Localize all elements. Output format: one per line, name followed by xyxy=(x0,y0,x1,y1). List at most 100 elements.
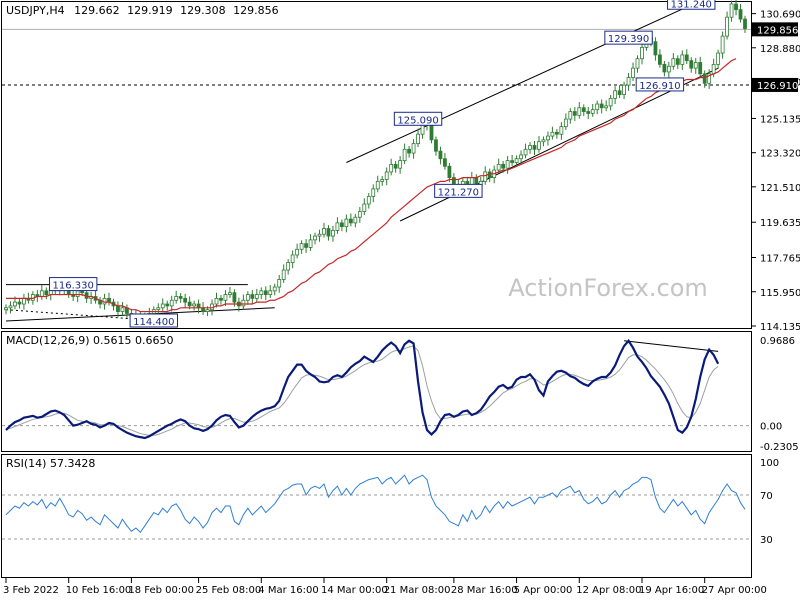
candle-body xyxy=(707,73,712,84)
macd-y-tick-label: 0.9686 xyxy=(760,336,795,347)
candle-body xyxy=(335,222,340,231)
price-label: 121.270 xyxy=(438,187,479,198)
price-label-box xyxy=(393,111,443,126)
candle-body xyxy=(626,77,631,86)
rsi-y-tick-label: 70 xyxy=(760,491,773,502)
rsi-y-tick-label: 100 xyxy=(760,458,779,469)
candle-body xyxy=(290,254,295,263)
candle-body xyxy=(362,203,367,212)
candle-body xyxy=(608,97,613,107)
candle-body xyxy=(286,262,291,271)
candle-body xyxy=(532,145,537,150)
moving-average-line xyxy=(6,58,737,313)
candle-body xyxy=(183,297,188,303)
candle-body xyxy=(389,163,394,173)
candle-body xyxy=(357,211,362,218)
marked-level-label: 126.910 xyxy=(757,81,798,92)
price-label: 126.910 xyxy=(639,81,680,92)
candle-body xyxy=(514,158,519,163)
price-y-tick-label: 114.135 xyxy=(760,322,800,333)
macd-y-tick-label: 0.00 xyxy=(760,422,782,433)
candle-body xyxy=(743,18,747,29)
candle-body xyxy=(604,105,609,109)
candle-body xyxy=(353,216,358,224)
candle-body xyxy=(214,297,219,305)
candle-body xyxy=(622,84,626,95)
candle-body xyxy=(563,118,568,128)
candle-body xyxy=(228,292,232,295)
candle-body xyxy=(326,228,331,237)
candle-body xyxy=(75,290,80,297)
price-y-tick-label: 123.320 xyxy=(760,149,800,160)
price-label-box xyxy=(604,30,653,45)
macd-panel-frame xyxy=(1,331,752,452)
candle-body xyxy=(689,60,694,69)
candle-body xyxy=(277,279,282,288)
candle-body xyxy=(501,163,506,169)
candle-body xyxy=(738,9,743,20)
candle-body xyxy=(375,180,380,190)
candle-body xyxy=(528,145,532,150)
x-tick-label: 3 Feb 2022 xyxy=(3,585,59,596)
price-y-tick-label: 117.765 xyxy=(760,254,800,265)
x-tick-label: 19 Apr 16:00 xyxy=(639,585,704,596)
candle-body xyxy=(366,196,371,205)
candle-body xyxy=(160,303,165,309)
x-tick-label: 4 Mar 16:00 xyxy=(258,585,318,596)
price-y-tick-label: 125.135 xyxy=(760,114,800,125)
lines-layer xyxy=(5,58,746,534)
candle-body xyxy=(268,290,273,295)
candle-body xyxy=(725,16,729,37)
candle-body xyxy=(702,73,707,84)
macd-divergence-line xyxy=(624,340,719,352)
price-label: 131.240 xyxy=(671,0,712,10)
macd-y-tick-label: -0.2305 xyxy=(760,442,799,453)
candle-body xyxy=(272,286,277,292)
candle-body xyxy=(116,305,120,312)
candle-body xyxy=(39,290,44,297)
rsi-y-tick-label: 30 xyxy=(760,535,773,546)
macd-panel-title: MACD(12,26,9) 0.5615 0.6650 xyxy=(6,334,174,347)
candle-body xyxy=(178,296,183,299)
candle-body xyxy=(156,307,161,311)
x-tick-label: 5 Apr 00:00 xyxy=(514,585,573,596)
candle-body xyxy=(4,307,8,311)
candle-body xyxy=(259,290,264,295)
candle-body xyxy=(698,62,703,75)
ohlc-low: 129.308 xyxy=(180,4,226,17)
candle-body xyxy=(662,63,667,73)
candle-body xyxy=(577,107,582,116)
macd-line xyxy=(5,338,720,440)
candle-body xyxy=(554,131,559,135)
candle-body xyxy=(631,67,635,78)
candle-body xyxy=(317,233,322,237)
candle-body xyxy=(541,139,546,143)
candle-body xyxy=(192,303,197,307)
candle-body xyxy=(550,131,555,137)
candle-body xyxy=(617,90,622,95)
candle-body xyxy=(519,154,523,160)
candle-body xyxy=(245,294,250,301)
candle-body xyxy=(13,301,17,307)
price-label-box xyxy=(129,313,179,328)
x-tick-label: 10 Feb 16:00 xyxy=(66,585,132,596)
candle-body xyxy=(308,239,313,248)
candle-body xyxy=(586,111,591,114)
candle-body xyxy=(174,296,179,301)
candles-layer xyxy=(4,0,747,325)
candle-body xyxy=(402,148,407,162)
price-label-box xyxy=(667,0,716,10)
candle-body xyxy=(523,148,528,156)
candle-body xyxy=(658,54,662,65)
candle-body xyxy=(8,305,13,309)
candle-body xyxy=(599,103,604,109)
current-price-box xyxy=(752,22,798,37)
candle-body xyxy=(537,141,541,150)
candle-body xyxy=(711,63,716,75)
candle-body xyxy=(416,133,420,145)
candle-body xyxy=(241,299,246,307)
rsi-line xyxy=(5,474,746,534)
candle-body xyxy=(384,171,389,180)
candle-body xyxy=(263,290,268,295)
